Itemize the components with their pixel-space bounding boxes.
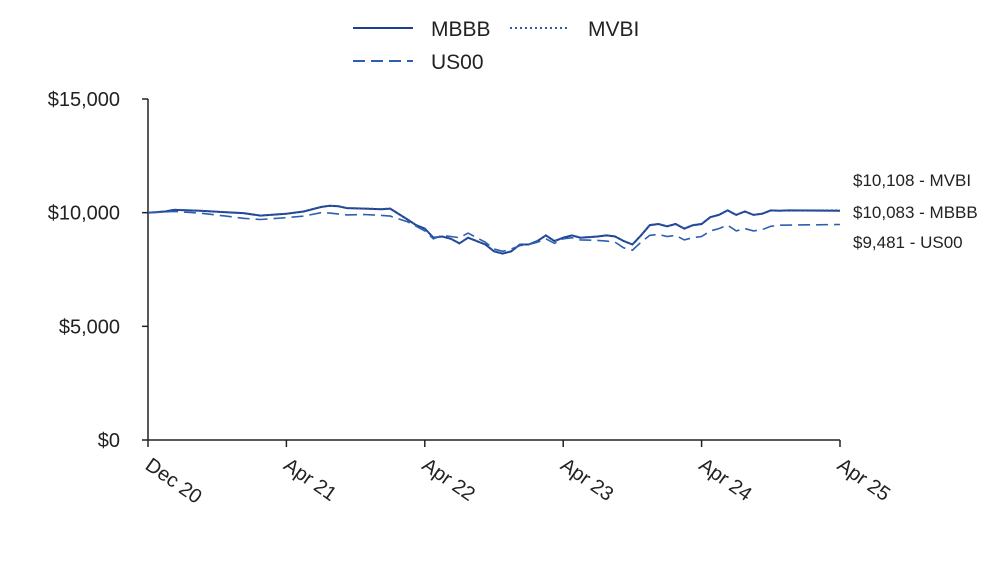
y-tick-label: $0 — [98, 430, 120, 452]
series-line-us00 — [147, 210, 841, 253]
y-tick-label: $15,000 — [48, 89, 120, 111]
end-label-us00: $9,481 - US00 — [853, 233, 963, 252]
end-label-mvbi: $10,108 - MVBI — [853, 171, 971, 190]
y-tick-label: $5,000 — [59, 316, 120, 338]
legend-label-mvbi: MVBI — [588, 18, 639, 41]
legend-label-us00: US00 — [431, 51, 484, 74]
legend-label-mbbb: MBBB — [431, 18, 491, 41]
y-ticks: $0 $5,000 $10,000 $15,000 — [48, 89, 148, 452]
legend: MBBB MVBI US00 — [353, 18, 639, 74]
x-tick-label: Apr 23 — [556, 454, 617, 506]
x-tick-label: Apr 21 — [280, 454, 341, 506]
x-tick-label: Dec 20 — [141, 454, 206, 508]
x-ticks: Dec 20 Apr 21 Apr 22 Apr 23 Apr 24 Apr 25 — [141, 440, 894, 508]
end-labels: $10,108 - MVBI $10,083 - MBBB $9,481 - US0… — [853, 171, 978, 252]
series-line-mvbi — [147, 204, 840, 255]
series-layer — [147, 204, 841, 255]
y-tick-label: $10,000 — [48, 203, 120, 225]
series-line-mbbb — [147, 204, 841, 255]
x-tick-label: Apr 25 — [833, 454, 894, 506]
end-label-mbbb: $10,083 - MBBB — [853, 203, 978, 222]
axes — [147, 99, 840, 441]
x-tick-label: Apr 24 — [695, 454, 756, 506]
x-tick-label: Apr 22 — [418, 454, 479, 506]
